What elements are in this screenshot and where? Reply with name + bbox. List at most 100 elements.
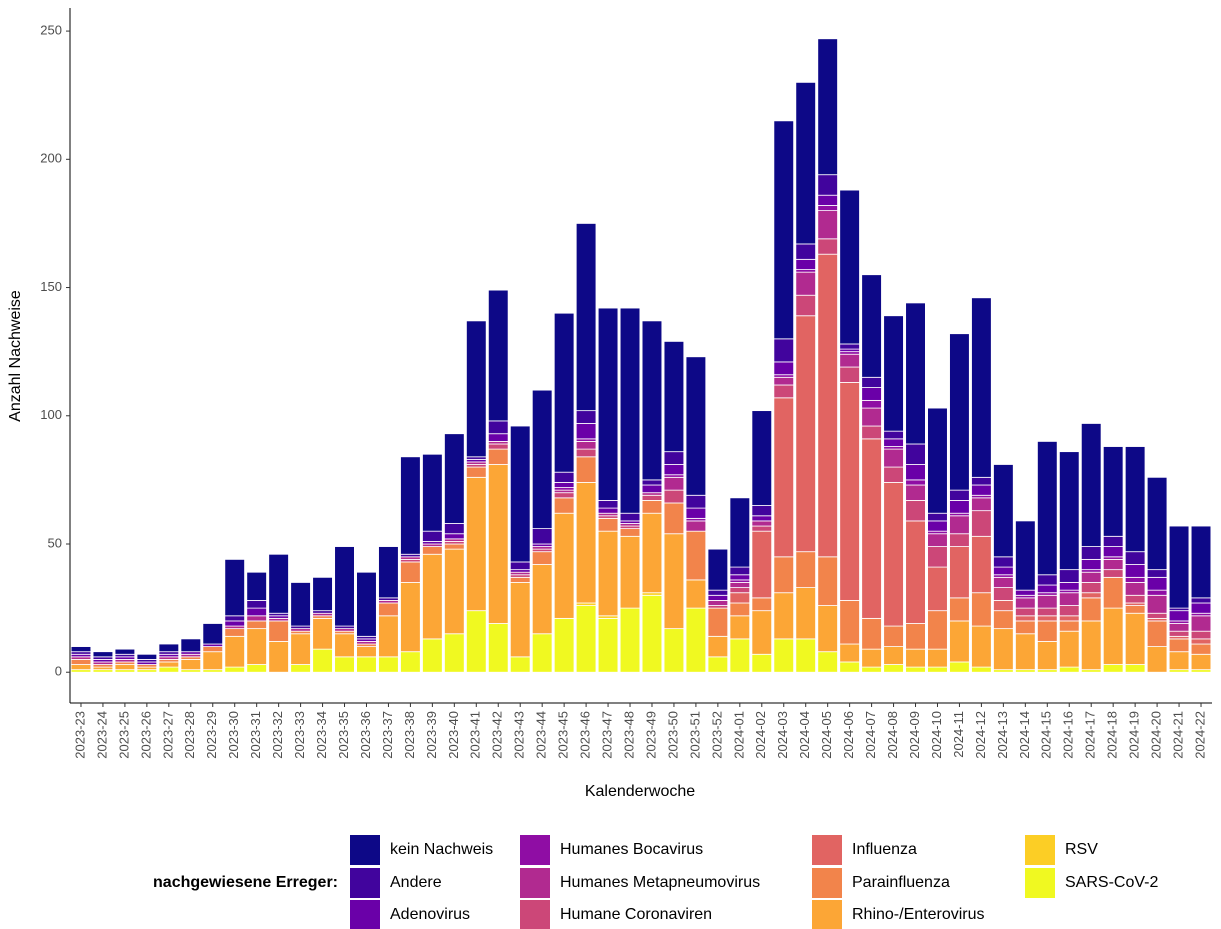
bar-segment (1102, 546, 1124, 558)
bar-segment (641, 320, 663, 481)
x-tick-label: 2023-51 (687, 711, 702, 759)
bar-segment (663, 628, 685, 673)
y-tick-label: 150 (40, 279, 62, 294)
bar-segment (1058, 666, 1080, 673)
x-tick-label: 2024-20 (1149, 711, 1164, 759)
bar-segment (905, 443, 926, 465)
bar-segment (575, 448, 597, 458)
bar-segment (663, 464, 685, 476)
bar-segment (619, 307, 641, 514)
bar-segment (1124, 582, 1146, 596)
bar-segment (1080, 546, 1102, 560)
bar-segment (971, 625, 992, 668)
x-tick-label: 2024-14 (1017, 711, 1032, 759)
legend-key (520, 868, 550, 898)
x-tick-label: 2023-45 (556, 711, 571, 759)
x-tick-label: 2023-28 (182, 711, 197, 759)
legend-key (350, 868, 380, 898)
bar-segment (751, 520, 773, 527)
bar-segment (817, 556, 838, 606)
x-tick-label: 2023-38 (402, 711, 417, 759)
bar-segment (378, 656, 399, 673)
bar-segment (1058, 592, 1080, 606)
bar-segment (114, 648, 136, 655)
bar-segment (817, 38, 838, 176)
bar-segment (861, 617, 882, 650)
bar-segment (993, 576, 1014, 588)
bar-segment (817, 605, 838, 653)
x-tick-label: 2023-29 (204, 711, 219, 759)
y-tick-label: 50 (48, 535, 62, 550)
bar-segment (553, 617, 575, 673)
bar-segment (751, 610, 773, 655)
bar-segment (729, 638, 751, 673)
bar-segment (839, 661, 860, 673)
x-tick-label: 2024-03 (775, 711, 790, 759)
bar-segment (1124, 564, 1146, 578)
bar-segment (422, 553, 443, 640)
bar-segment (795, 315, 816, 553)
bar-segment (290, 664, 311, 673)
bar-segment (575, 423, 597, 440)
bar-segment (180, 659, 202, 671)
bar-segment (509, 656, 531, 673)
bar-segment (773, 592, 795, 640)
bar-segment (883, 625, 904, 647)
legend-label: RSV (1065, 841, 1098, 858)
bar-segment (334, 633, 355, 658)
x-tick-label: 2023-46 (578, 711, 593, 759)
x-tick-label: 2023-24 (94, 711, 109, 759)
bar-segment (817, 174, 838, 196)
bar-segment (795, 258, 816, 270)
bar-segment (378, 546, 399, 599)
bar-segment (839, 643, 860, 663)
bar-segment (268, 620, 289, 642)
bar-segment (290, 582, 311, 627)
bar-segment (1190, 597, 1212, 604)
bar-segment (795, 243, 816, 260)
legend-key (520, 835, 550, 865)
bar-segment (949, 597, 970, 622)
x-tick-label: 2023-44 (534, 711, 549, 759)
y-tick-label: 0 (55, 664, 62, 679)
bar-segment (795, 81, 816, 245)
x-tick-label: 2023-37 (380, 711, 395, 759)
bar-segment (1124, 664, 1146, 673)
bar-segment (795, 587, 816, 640)
x-tick-label: 2024-15 (1039, 711, 1054, 759)
bar-segment (1146, 576, 1168, 591)
bar-segment (334, 656, 355, 673)
bar-segment (202, 623, 224, 645)
bar-segment (685, 356, 707, 496)
bar-segment (575, 223, 597, 412)
bar-segment (1146, 620, 1168, 647)
bar-segment (993, 610, 1014, 630)
bar-segment (487, 433, 509, 442)
bar-segment (949, 661, 970, 673)
bar-segment (70, 646, 92, 653)
bar-segment (729, 602, 751, 617)
bar-segment (861, 407, 882, 427)
bar-segment (927, 512, 948, 522)
bar-segment (861, 387, 882, 401)
bar-segment (949, 533, 970, 547)
bar-segment (1058, 451, 1080, 571)
bar-segment (905, 648, 926, 668)
bar-segment (1015, 607, 1036, 617)
bar-segment (422, 530, 443, 542)
bar-segment (685, 607, 707, 673)
bar-segment (993, 587, 1014, 601)
bar-segment (663, 489, 685, 504)
bar-segment (729, 615, 751, 640)
bar-segment (1080, 423, 1102, 547)
bar-segment (905, 479, 926, 486)
bar-segment (729, 566, 751, 576)
bar-segment (246, 600, 267, 609)
bar-segment (1037, 594, 1058, 609)
bar-segment (905, 520, 926, 624)
bar-segment (466, 476, 487, 612)
x-tick-label: 2024-09 (907, 711, 922, 759)
legend-key (350, 900, 380, 929)
bar-segment (1146, 589, 1168, 596)
bar-segment (883, 448, 904, 468)
